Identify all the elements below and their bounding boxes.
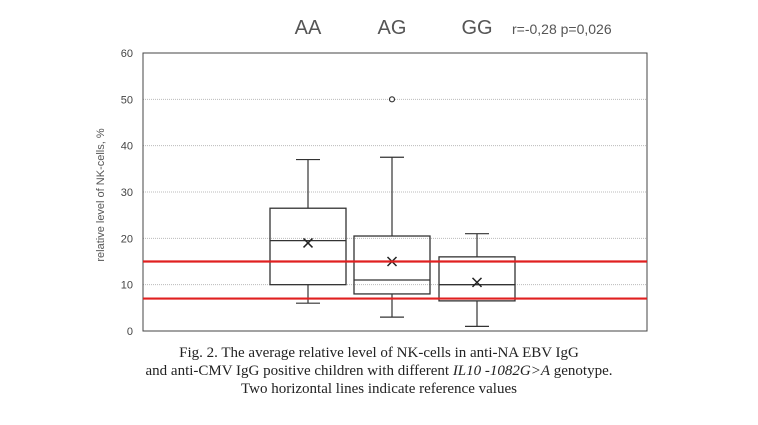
plot-frame <box>142 52 648 332</box>
y-axis-label: relative level of NK-cells, % <box>95 128 107 261</box>
y-tick-label: 10 <box>121 280 133 292</box>
box-iqr <box>438 256 516 302</box>
category-labels: AA AG GG <box>295 17 493 39</box>
category-label: GG <box>461 17 492 39</box>
reference-lines <box>143 260 647 300</box>
boxes <box>269 96 516 327</box>
box-iqr <box>269 207 347 286</box>
box-iqr <box>353 235 431 295</box>
box-ag <box>353 96 431 318</box>
category-label: AA <box>295 17 322 39</box>
y-tick-label: 50 <box>121 94 133 106</box>
y-tick-label: 60 <box>121 48 133 60</box>
mean-marker <box>471 277 483 288</box>
correlation-annotation: r=-0,28 p=0,026 <box>512 21 612 37</box>
y-tick-label: 40 <box>121 141 133 153</box>
caption-line-2-prefix: and anti-CMV IgG positive children with … <box>145 363 453 379</box>
y-tick-label: 30 <box>121 187 133 199</box>
caption-line-2: and anti-CMV IgG positive children with … <box>0 362 758 380</box>
box-gg <box>438 233 516 327</box>
caption-line-1: Fig. 2. The average relative level of NK… <box>179 345 579 361</box>
outlier-point <box>388 96 396 103</box>
y-tick-label: 20 <box>121 233 133 245</box>
caption-line-2-suffix: genotype. <box>550 363 613 379</box>
category-label: AG <box>378 17 407 39</box>
grid-lines <box>143 98 647 286</box>
figure-caption: Fig. 2. The average relative level of NK… <box>0 344 758 398</box>
box-aa <box>269 158 347 304</box>
mean-marker <box>302 237 314 248</box>
y-axis-ticks: 0 10 20 30 40 50 60 <box>121 48 133 338</box>
y-tick-label: 0 <box>127 326 133 338</box>
caption-line-3: Two horizontal lines indicate reference … <box>241 381 517 397</box>
caption-genotype: IL10 -1082G>A <box>452 363 551 379</box>
